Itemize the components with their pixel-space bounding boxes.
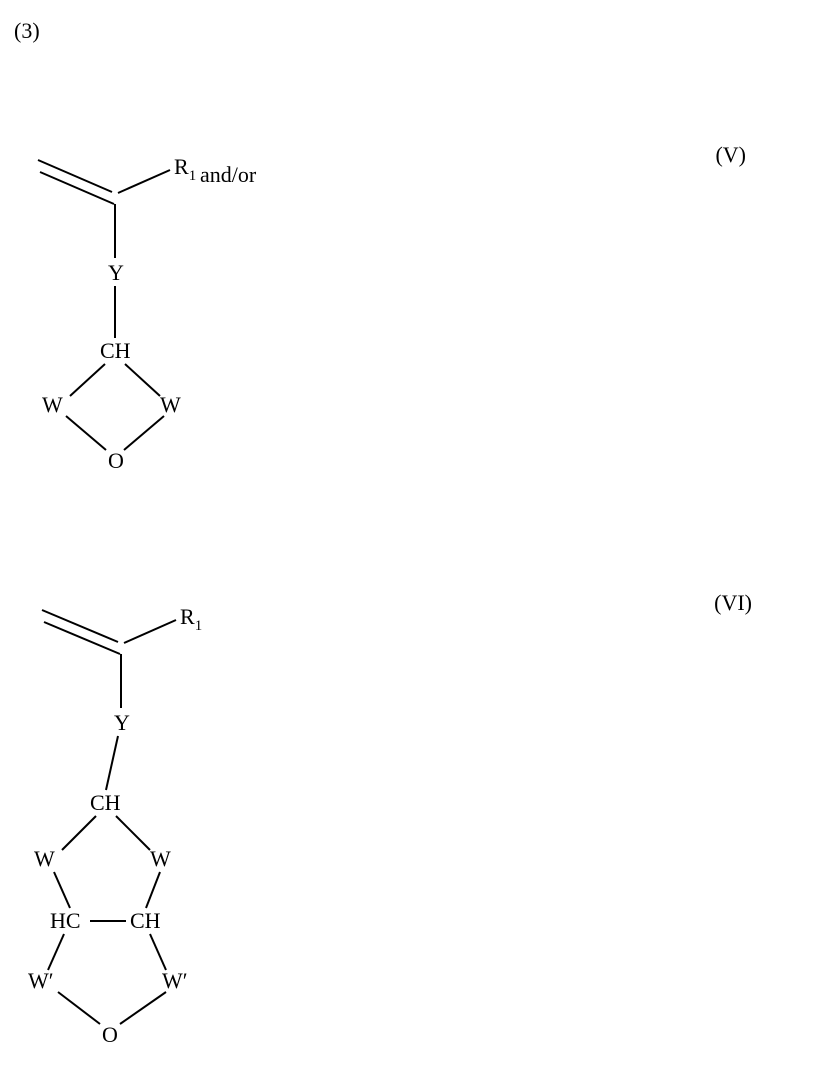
- page: (3) (V) (VI) and/or R1 Y CH W W: [0, 0, 826, 1067]
- y-atom-vi: Y: [114, 710, 130, 735]
- structure-v: R1 Y CH W W O: [20, 140, 220, 480]
- ch-top-atom: CH: [90, 790, 121, 815]
- hc-atom: HC: [50, 908, 81, 933]
- o-atom: O: [108, 448, 124, 473]
- wprime-left-atom: W′: [28, 968, 54, 993]
- svg-text:R1: R1: [180, 604, 202, 634]
- w-left-atom: W: [42, 392, 63, 417]
- wprime-right-atom: W′: [162, 968, 188, 993]
- ch-atom: CH: [100, 338, 131, 363]
- formula-v-label: (V): [715, 142, 746, 168]
- o-atom-vi: O: [102, 1022, 118, 1047]
- w-right-atom-vi: W: [150, 846, 171, 871]
- svg-text:R1: R1: [174, 154, 196, 184]
- r1-sub-vi: 1: [195, 618, 203, 634]
- r1-atom-vi: R: [180, 604, 195, 629]
- ch-mid-atom: CH: [130, 908, 161, 933]
- formula-vi-label: (VI): [714, 590, 752, 616]
- section-label: (3): [14, 18, 40, 44]
- r1-sub: 1: [189, 168, 197, 184]
- structure-vi: R1 Y CH W W HC CH W′ W′: [20, 590, 240, 1050]
- r1-atom: R: [174, 154, 189, 179]
- w-right-atom: W: [160, 392, 181, 417]
- w-left-atom-vi: W: [34, 846, 55, 871]
- y-atom: Y: [108, 260, 124, 285]
